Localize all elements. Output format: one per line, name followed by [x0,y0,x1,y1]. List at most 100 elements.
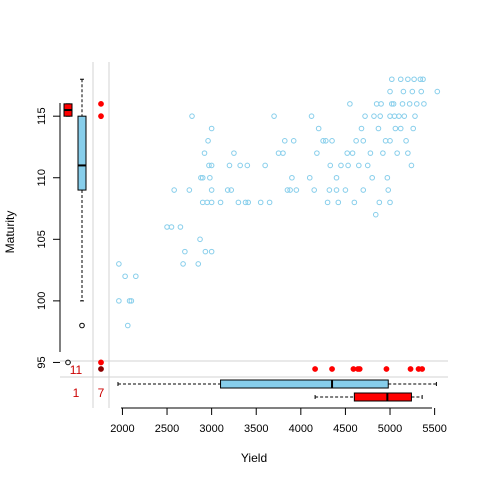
missing-maturity-point [312,366,318,372]
data-point [262,162,268,169]
data-point [377,113,384,119]
data-point [287,187,293,193]
data-point [124,322,131,329]
data-point [237,162,243,169]
data-point [326,187,333,193]
data-point [389,76,395,83]
data-point [180,261,186,267]
data-point [133,273,139,280]
data-point [397,76,404,83]
data-point [408,162,415,169]
data-point [201,150,208,156]
data-point [315,125,322,132]
data-point [275,150,282,156]
data-point [199,174,206,181]
data-point [205,138,211,144]
scatter-points [98,76,441,372]
data-point [360,187,367,193]
data-point [387,199,393,206]
data-point [228,187,235,193]
y-tick-label: 115 [36,107,48,125]
data-point [208,125,215,132]
data-point [333,174,340,181]
missing-maturity-point [419,366,426,372]
data-point [345,162,351,169]
data-point [387,113,393,119]
data-point [405,76,411,83]
data-point [409,88,416,95]
x-tick-label: 2500 [155,423,179,435]
data-point [244,162,251,169]
data-point [410,125,417,132]
data-point [281,138,288,144]
maturity-missing-yield-boxplot-outlier [65,359,71,366]
data-point [208,162,215,169]
data-point [399,101,406,107]
data-point [369,174,375,181]
data-point [394,150,400,156]
data-point [195,261,202,267]
data-point [208,187,215,193]
data-point [182,248,188,255]
data-point [397,125,404,132]
data-point [207,174,213,181]
x-tick-label: 3000 [199,423,223,435]
y-axis-label: Maturity [3,211,17,254]
x-tick-label: 4000 [289,423,313,435]
data-point [168,224,175,230]
data-point [344,150,351,156]
data-point [284,187,291,193]
data-point [405,150,411,156]
x-axis-label: Yield [241,451,267,465]
both-missing-point [98,366,104,372]
data-point [378,101,384,107]
data-point [392,125,399,132]
data-point [320,138,326,144]
data-point [245,199,252,206]
data-point [280,150,286,156]
data-point [420,76,426,83]
data-point [413,101,420,107]
data-point [128,298,135,304]
data-point [314,150,320,156]
yield-missing-maturity-boxplot-box [353,392,412,402]
data-point [389,101,395,107]
data-point [360,138,367,144]
data-point [400,88,407,95]
missing-maturity-point [329,366,335,372]
data-point [376,199,383,206]
x-tick-label: 4500 [333,423,357,435]
missing-maturity-point [407,366,414,372]
data-point [335,199,342,206]
data-point [202,248,209,255]
data-point [197,236,203,243]
yield-boxplot-box [220,379,389,389]
data-point [375,125,382,132]
data-point [417,76,424,83]
data-point [403,138,409,144]
data-point [116,298,122,304]
data-point [382,138,389,144]
data-point [206,162,212,169]
missing-yield-point [98,359,104,366]
data-point [126,298,133,304]
data-point [412,113,418,119]
data-point [356,162,362,169]
data-point [327,162,334,169]
maturity-boxplot-box [77,115,87,191]
data-point [177,224,184,230]
data-point [380,150,386,156]
data-point [390,101,397,107]
data-point [323,138,329,144]
data-point [208,199,215,206]
data-point [364,162,371,169]
marginal-boxplots [63,78,437,402]
y-tick-label: 95 [36,356,48,368]
data-point [396,113,402,119]
data-point [406,101,413,107]
data-point [293,187,300,193]
data-point [198,174,204,181]
y-tick-label: 100 [36,292,48,310]
count-both-missing: 1 [73,386,80,400]
